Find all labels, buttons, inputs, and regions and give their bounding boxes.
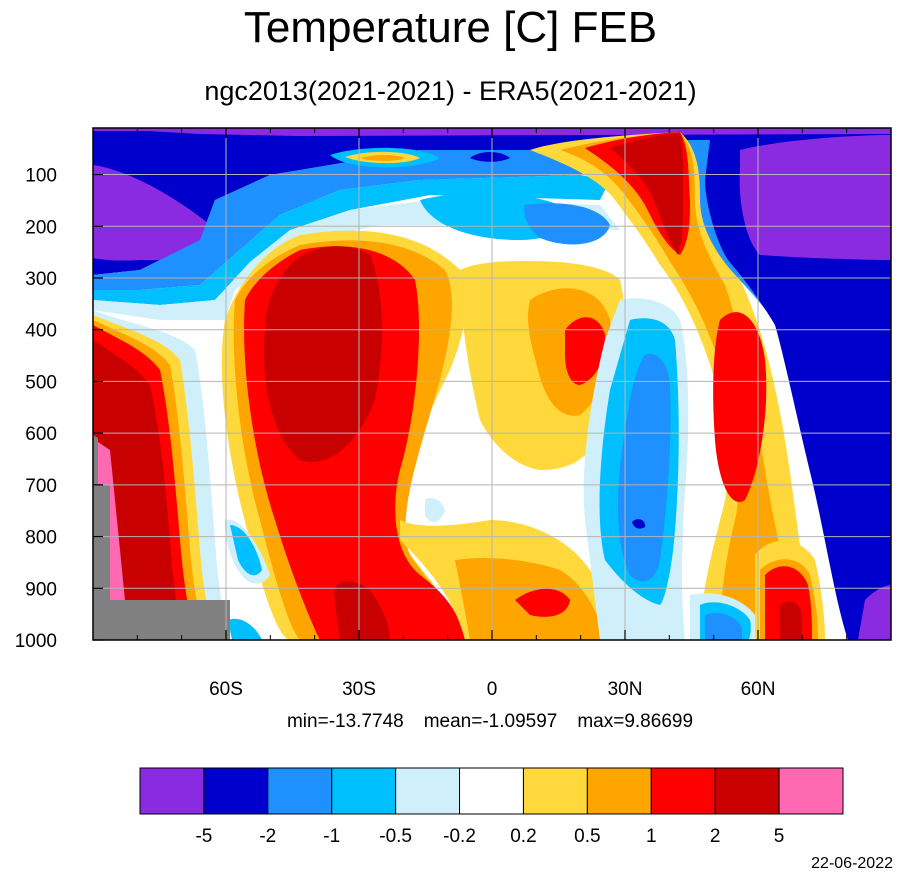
colorbar-label: 0.5 (574, 826, 600, 847)
field-band (93, 165, 210, 261)
field-band (360, 155, 405, 161)
x-tick-label: 60N (741, 679, 776, 700)
field-band (334, 581, 390, 640)
y-tick-label: 300 (25, 269, 57, 290)
y-tick-label: 200 (25, 217, 57, 238)
field-band (780, 601, 802, 640)
colorbar-swatch (714, 767, 780, 815)
field-band (93, 200, 620, 320)
colorbar-label: -2 (259, 826, 276, 847)
colorbar: -5 -2 -1 -0.5 -0.2 0.2 0.5 1 2 5 (139, 767, 844, 847)
missing-data-mask (93, 435, 230, 640)
field-band (93, 175, 610, 305)
x-tick-label: 30S (342, 679, 376, 700)
colorbar-swatch (395, 767, 461, 815)
colorbar-swatch (459, 767, 524, 815)
statistics-line: min=-13.7748 mean=-1.09597 max=9.86699 (0, 710, 901, 734)
colorbar-swatch (203, 767, 269, 815)
y-tick-label: 1000 (15, 631, 57, 652)
y-tick-label: 400 (25, 321, 57, 342)
colorbar-label: -5 (195, 826, 212, 847)
field-band (470, 152, 510, 162)
stat-min: min=-13.7748 (286, 711, 404, 732)
field-band (93, 128, 891, 275)
x-tick-label: 0 (487, 679, 498, 700)
x-tick-label: 30N (608, 679, 643, 700)
colorbar-swatch (331, 767, 397, 815)
chart-title: Temperature [C] FEB (243, 3, 658, 52)
y-tick-label: 500 (25, 372, 57, 393)
field-band (632, 519, 646, 529)
colorbar-label: -1 (323, 826, 340, 847)
colorbar-label: 1 (646, 826, 657, 847)
axes: 60S 30S 0 30N 60N 100 200 300 400 500 600 700 800 900… (15, 128, 848, 700)
stat-mean: mean=-1.09597 (423, 711, 558, 732)
field-band (618, 353, 671, 582)
field-band (713, 312, 767, 502)
grid-lines (93, 128, 891, 640)
field-band (425, 498, 445, 522)
field-band (93, 140, 610, 290)
field-band (705, 613, 742, 640)
colorbar-swatch (650, 767, 716, 815)
colorbar-label: 0.2 (510, 826, 536, 847)
colorbar-label: -0.5 (379, 826, 412, 847)
colorbar-label: -0.2 (443, 826, 476, 847)
colorbar-label: 5 (774, 826, 785, 847)
x-tick-label: 60S (209, 679, 243, 700)
field-band (705, 140, 891, 640)
field-band (524, 203, 610, 245)
y-tick-label: 700 (25, 476, 57, 497)
field-band (264, 246, 382, 462)
colorbar-swatch (522, 767, 588, 815)
field-band (610, 133, 683, 255)
field-band (565, 317, 606, 385)
colorbar-swatch (139, 767, 205, 815)
field-band (228, 618, 262, 640)
field-band (230, 525, 262, 576)
stat-max: max=9.86699 (577, 711, 694, 732)
colorbar-swatch (586, 767, 652, 815)
plot-date: 22-06-2022 (811, 855, 893, 872)
colorbar-swatch (778, 767, 844, 815)
field-band (515, 588, 570, 617)
colorbar-swatch (267, 767, 333, 815)
field-band (858, 585, 891, 640)
y-tick-label: 100 (25, 166, 57, 187)
y-tick-label: 900 (25, 579, 57, 600)
colorbar-label: 2 (710, 826, 721, 847)
chart-subtitle: ngc2013(2021-2021) - ERA5(2021-2021) (204, 76, 697, 106)
y-tick-label: 800 (25, 528, 57, 549)
field-band (739, 135, 891, 260)
y-tick-label: 600 (25, 424, 57, 445)
field-band (560, 132, 815, 640)
